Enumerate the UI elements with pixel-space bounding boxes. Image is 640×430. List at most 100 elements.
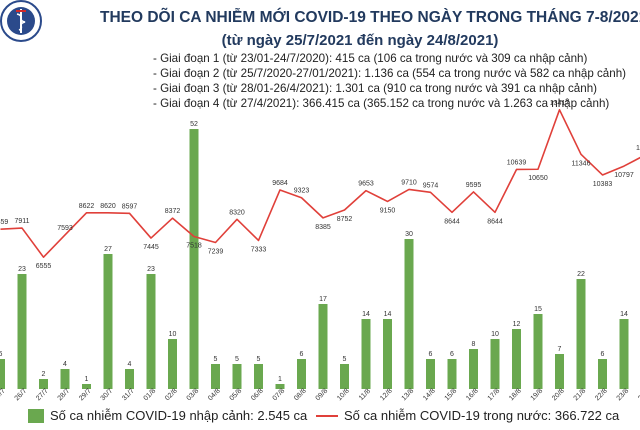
import-bar-value: 23 bbox=[18, 266, 26, 273]
chart-legend: Số ca nhiễm COVID-19 nhập cảnh: 2.545 ca… bbox=[0, 404, 640, 428]
x-tick-label: 31/7 bbox=[121, 388, 136, 403]
domestic-value-label: 7911 bbox=[14, 218, 29, 225]
x-tick-label: 09/8 bbox=[315, 388, 330, 403]
import-bar-value: 30 bbox=[405, 231, 413, 238]
import-bar bbox=[275, 384, 285, 389]
import-bar-value: 10 bbox=[491, 331, 499, 338]
domestic-line-path bbox=[0, 109, 640, 258]
import-bar-value: 6 bbox=[300, 351, 304, 358]
domestic-value-label: 9574 bbox=[423, 182, 439, 189]
legend-domestic-label: Số ca nhiễm COVID-19 trong nước: 366.722… bbox=[344, 408, 620, 423]
chart-header: THEO DÕI CA NHIỄM MỚI COVID-19 THEO NGÀY… bbox=[0, 0, 640, 120]
domestic-value-label: 10639 bbox=[507, 159, 527, 166]
chart-subtitle: (từ ngày 25/7/2021 đến ngày 24/8/2021) bbox=[221, 32, 499, 49]
x-tick-label: 28/7 bbox=[57, 388, 72, 403]
x-tick-label: 21/8 bbox=[573, 388, 588, 403]
import-bar-value: 12 bbox=[513, 321, 521, 328]
x-tick-label: 07/8 bbox=[272, 388, 287, 403]
import-bar bbox=[103, 254, 113, 389]
import-bar-value: 14 bbox=[362, 311, 370, 318]
import-bar-value: 6 bbox=[0, 351, 3, 358]
x-tick-label: 12/8 bbox=[379, 388, 394, 403]
x-tick-label: 01/8 bbox=[143, 388, 158, 403]
import-bar-value: 7 bbox=[558, 346, 562, 353]
x-tick-label: 10/8 bbox=[336, 388, 351, 403]
import-bar-value: 6 bbox=[429, 351, 433, 358]
x-tick-label: 14/8 bbox=[422, 388, 437, 403]
domestic-value-label: 7859 bbox=[0, 219, 8, 226]
x-tick-label: 19/8 bbox=[530, 388, 545, 403]
domestic-value-label: 7518 bbox=[186, 243, 202, 250]
import-bar bbox=[318, 304, 328, 389]
import-bar-value: 23 bbox=[147, 266, 155, 273]
domestic-value-label: 6555 bbox=[36, 263, 52, 270]
import-bar-value: 17 bbox=[319, 296, 327, 303]
import-bar bbox=[168, 339, 177, 389]
x-tick-label: 29/7 bbox=[78, 388, 93, 403]
import-bar bbox=[490, 339, 500, 389]
x-tick-label: 16/8 bbox=[465, 388, 480, 403]
x-tick-label: 13/8 bbox=[401, 388, 416, 403]
import-bar bbox=[619, 319, 629, 389]
import-bar-value: 15 bbox=[534, 306, 542, 313]
domestic-value-label: 9653 bbox=[358, 181, 374, 188]
import-bar bbox=[60, 369, 70, 389]
domestic-value-label: 8320 bbox=[229, 209, 245, 216]
import-bar-value: 1 bbox=[85, 376, 89, 383]
x-tick-label: 11/8 bbox=[358, 388, 372, 402]
domestic-value-label: 11346 bbox=[572, 160, 591, 167]
x-tick-label: 18/8 bbox=[508, 388, 523, 403]
legend-import: Số ca nhiễm COVID-19 nhập cảnh: 2.545 ca bbox=[28, 408, 307, 423]
x-tick-label: 25/7 bbox=[0, 388, 7, 403]
domestic-value-label: 7239 bbox=[208, 249, 224, 256]
x-tick-label: 24/8 bbox=[637, 388, 640, 403]
import-bar-value: 4 bbox=[128, 361, 132, 368]
x-tick-label: 20/8 bbox=[551, 388, 566, 403]
import-bars bbox=[0, 129, 629, 389]
import-bar bbox=[254, 364, 263, 389]
x-tick-label: 22/8 bbox=[594, 388, 609, 403]
import-bar bbox=[39, 379, 48, 389]
legend-import-label: Số ca nhiễm COVID-19 nhập cảnh: 2.545 ca bbox=[50, 408, 308, 423]
x-tick-label: 17/8 bbox=[487, 388, 502, 403]
domestic-value-label: 9710 bbox=[401, 179, 417, 186]
import-bar-value: 6 bbox=[450, 351, 454, 358]
import-bar bbox=[404, 239, 414, 389]
import-bar-value: 4 bbox=[63, 361, 67, 368]
import-bar bbox=[125, 369, 134, 389]
domestic-value-label: 10650 bbox=[528, 175, 548, 182]
domestic-value-label: 9323 bbox=[294, 188, 310, 195]
domestic-value-label: 8385 bbox=[315, 224, 331, 231]
x-tick-label: 08/8 bbox=[293, 388, 308, 403]
import-bar bbox=[361, 319, 371, 389]
x-tick-label: 02/8 bbox=[164, 388, 179, 403]
ministry-logo bbox=[0, 0, 42, 42]
import-bar bbox=[576, 279, 586, 389]
import-bar bbox=[533, 314, 543, 389]
x-tick-label: 03/8 bbox=[186, 388, 201, 403]
import-bar-value: 5 bbox=[214, 356, 218, 363]
legend-line-swatch bbox=[316, 414, 338, 417]
legend-bar-swatch bbox=[28, 408, 44, 423]
import-bar-value: 8 bbox=[472, 341, 476, 348]
import-bar bbox=[82, 384, 91, 389]
import-bar bbox=[17, 274, 27, 389]
import-bar bbox=[555, 354, 564, 389]
phase-3-note: - Giai đoạn 3 (từ 28/01-26/4/2021): 1.30… bbox=[153, 82, 597, 95]
import-bar-value: 27 bbox=[104, 246, 112, 253]
chart-title: THEO DÕI CA NHIỄM MỚI COVID-19 THEO NGÀY… bbox=[100, 9, 640, 26]
import-bar bbox=[0, 359, 5, 389]
domestic-value-label: 13417 bbox=[550, 100, 570, 107]
import-bar bbox=[146, 274, 156, 389]
domestic-value-label: 9595 bbox=[466, 182, 482, 189]
import-bar-value: 5 bbox=[343, 356, 347, 363]
import-bar-value: 2 bbox=[42, 371, 46, 378]
import-bar-value: 5 bbox=[235, 356, 239, 363]
domestic-value-label: 10797 bbox=[614, 172, 634, 179]
domestic-value-label: 8644 bbox=[444, 218, 460, 225]
x-axis-ticks: 25/7 26/7 27/7 28/7 29/7 30/7 31/7 01/8 02/8 03/8… bbox=[0, 388, 640, 403]
import-bar bbox=[512, 329, 521, 389]
x-tick-label: 04/8 bbox=[207, 388, 222, 403]
